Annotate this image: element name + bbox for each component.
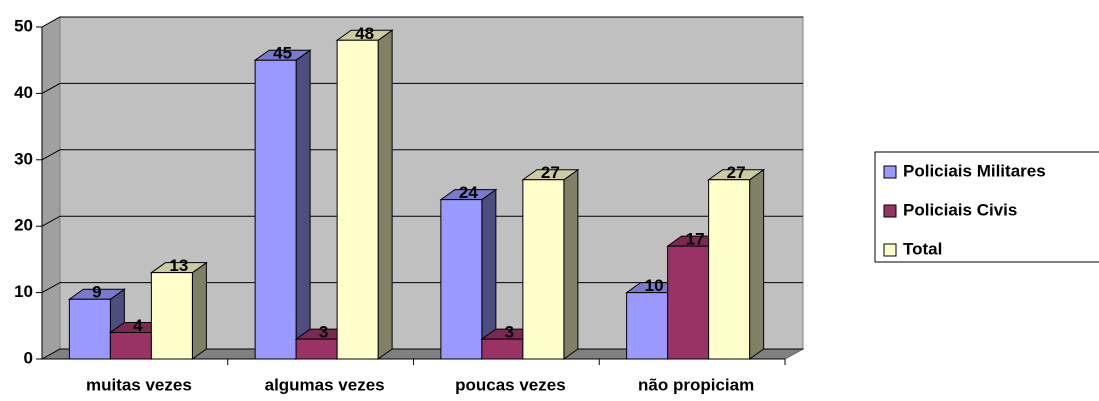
x-tick-label: muitas vezes <box>86 375 192 394</box>
data-label: 45 <box>273 44 292 63</box>
y-tick-label: 20 <box>14 216 33 235</box>
data-label: 27 <box>727 163 746 182</box>
legend-label: Policiais Civis <box>903 200 1017 219</box>
bar-side <box>749 168 765 360</box>
data-label: 4 <box>133 316 143 335</box>
grid-line <box>41 82 803 94</box>
y-tick-label: 10 <box>14 282 33 301</box>
data-label: 13 <box>169 256 188 275</box>
bar-front <box>295 338 338 360</box>
legend-swatch <box>883 165 897 179</box>
data-label: 24 <box>459 183 478 202</box>
bar <box>253 49 312 360</box>
bar-front <box>254 59 297 360</box>
bar-front <box>522 179 565 360</box>
bar <box>439 188 498 360</box>
bar-front <box>440 199 483 360</box>
grid-line <box>41 149 803 161</box>
bar <box>149 261 208 360</box>
data-label: 3 <box>319 323 328 342</box>
data-label: 48 <box>355 24 374 43</box>
bar-front <box>109 331 152 360</box>
y-tick-label: 50 <box>14 16 33 35</box>
bar <box>521 168 580 360</box>
bar-front <box>336 39 379 360</box>
y-tick-label: 0 <box>24 348 33 367</box>
data-label: 17 <box>686 230 705 249</box>
bar-front <box>667 245 710 360</box>
x-tick-label: algumas vezes <box>265 375 385 394</box>
bar-side <box>295 49 311 360</box>
data-label: 9 <box>92 283 101 302</box>
data-label: 10 <box>645 276 664 295</box>
legend-label: Policiais Militares <box>903 161 1046 180</box>
x-tick-label: não propiciam <box>638 375 754 394</box>
bar-side <box>377 29 393 360</box>
bar-side <box>191 261 207 360</box>
legend-swatch <box>883 204 897 218</box>
legend-label: Total <box>903 239 942 258</box>
bar <box>707 168 766 360</box>
legend-swatch <box>883 243 897 257</box>
bar-front <box>481 338 524 360</box>
bar <box>335 29 394 360</box>
bar-front <box>708 179 751 360</box>
bar-front <box>68 298 111 360</box>
data-label: 3 <box>505 323 514 342</box>
data-label: 27 <box>541 163 560 182</box>
x-tick-label: poucas vezes <box>455 375 566 394</box>
y-tick-label: 40 <box>14 83 33 102</box>
side-wall <box>41 16 61 360</box>
grid-line <box>41 16 803 28</box>
legend-box <box>874 151 1099 263</box>
bar-front <box>150 272 193 360</box>
bar-side <box>563 168 579 360</box>
bar-front <box>626 292 669 360</box>
y-tick-label: 30 <box>14 149 33 168</box>
